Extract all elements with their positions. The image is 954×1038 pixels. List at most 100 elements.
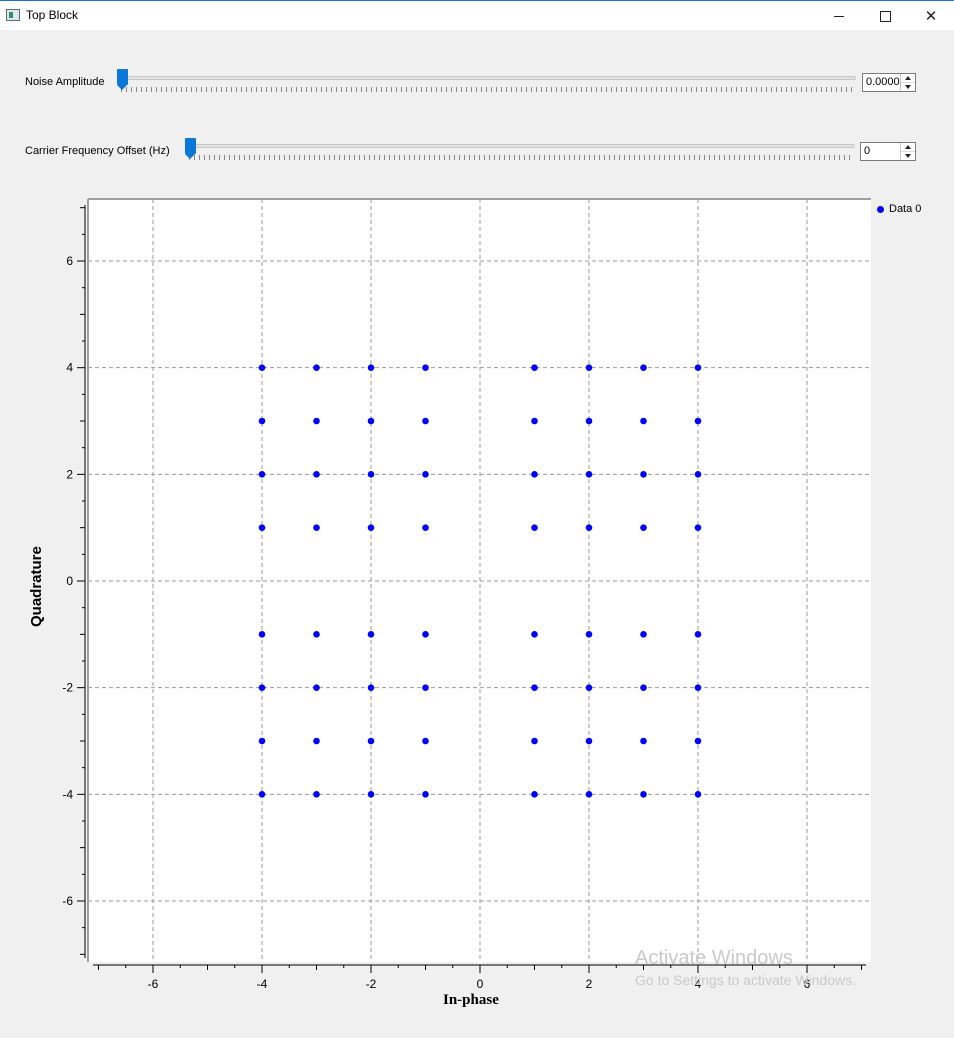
data-point (694, 524, 702, 531)
noise-amplitude-decrement-button[interactable] (901, 83, 915, 91)
y-tick-label: 4 (66, 361, 73, 375)
watermark-subtitle: Go to Settings to activate Windows. (635, 972, 856, 988)
noise-amplitude-spinbox[interactable]: 0.0000 (862, 73, 916, 92)
down-arrow-icon (905, 85, 911, 89)
noise-amplitude-increment-button[interactable] (901, 74, 915, 83)
data-point (640, 631, 647, 638)
data-point (640, 417, 647, 425)
data-point (585, 471, 593, 478)
plot-legend[interactable]: Data 0 (877, 203, 921, 215)
data-point (313, 791, 320, 798)
legend-marker (877, 205, 884, 213)
data-point (422, 524, 429, 531)
data-point (313, 364, 320, 371)
data-point (531, 364, 538, 371)
data-point (422, 737, 429, 745)
maximize-icon (879, 10, 891, 22)
activation-watermark: Activate Windows Go to Settings to activ… (635, 947, 856, 988)
data-point (531, 791, 538, 798)
data-point (531, 737, 538, 745)
data-point (367, 791, 375, 798)
noise-amplitude-slider-ticks (121, 87, 853, 92)
data-point (531, 684, 538, 691)
data-point (531, 471, 538, 478)
title-bar: Top Block ✕ (0, 0, 954, 30)
minimize-button[interactable] (816, 1, 862, 31)
cfo-spinbox[interactable]: 0 (860, 142, 916, 161)
data-point (313, 631, 320, 638)
data-point (258, 631, 266, 638)
noise-amplitude-label: Noise Amplitude (25, 76, 105, 88)
cfo-decrement-button[interactable] (901, 152, 915, 160)
data-point (640, 364, 647, 371)
data-point (258, 417, 266, 425)
data-point (422, 417, 429, 425)
data-point (531, 417, 538, 425)
data-point (367, 684, 375, 691)
data-point (313, 524, 320, 531)
data-point (313, 684, 320, 691)
cfo-spin-buttons (900, 143, 915, 160)
maximize-button[interactable] (862, 1, 908, 31)
data-point (694, 417, 702, 425)
data-point (694, 737, 702, 745)
close-button[interactable]: ✕ (908, 1, 954, 31)
data-point (585, 631, 593, 638)
x-tick-label: 6 (804, 977, 811, 991)
up-arrow-icon (905, 145, 911, 149)
data-point (694, 631, 702, 638)
cfo-increment-button[interactable] (901, 143, 915, 152)
data-point (422, 471, 429, 478)
data-point (422, 631, 429, 638)
data-point (531, 524, 538, 531)
data-point (422, 791, 429, 798)
app-icon (6, 9, 20, 21)
data-point (585, 737, 593, 745)
noise-amplitude-spin-buttons (900, 74, 915, 91)
y-tick-label: 0 (66, 574, 73, 588)
data-point (258, 524, 266, 531)
data-point (640, 737, 647, 745)
x-tick-label: -4 (257, 977, 268, 991)
data-point (367, 631, 375, 638)
data-point (694, 791, 702, 798)
data-point (313, 737, 320, 745)
y-tick-label: -6 (62, 894, 73, 908)
up-arrow-icon (905, 76, 911, 80)
data-point (313, 417, 320, 425)
y-tick-label: 2 (66, 467, 73, 481)
watermark-title: Activate Windows (635, 947, 793, 969)
data-point (640, 471, 647, 478)
noise-amplitude-slider-handle[interactable] (117, 69, 128, 90)
window-title: Top Block (26, 8, 79, 22)
data-point (694, 471, 702, 478)
data-point (640, 684, 647, 691)
data-point (367, 524, 375, 531)
x-tick-label: -6 (148, 977, 159, 991)
data-point (258, 791, 266, 798)
x-axis-label: In-phase (443, 992, 499, 1008)
noise-amplitude-value[interactable]: 0.0000 (866, 76, 900, 88)
cfo-slider-ticks (189, 155, 852, 160)
cfo-value[interactable]: 0 (864, 145, 871, 157)
data-point (585, 791, 593, 798)
x-tick-label: 2 (586, 977, 593, 991)
data-point (258, 684, 266, 691)
data-point (313, 471, 320, 478)
close-icon: ✕ (924, 8, 938, 25)
minimize-icon (834, 15, 844, 17)
data-point (367, 471, 375, 478)
data-point (694, 364, 702, 371)
y-tick-label: -4 (62, 787, 73, 801)
data-point (367, 364, 375, 371)
data-point (258, 471, 266, 478)
data-point (531, 631, 538, 638)
cfo-slider-handle[interactable] (185, 138, 196, 159)
data-point (640, 524, 647, 531)
data-point (585, 417, 593, 425)
data-point (585, 684, 593, 691)
data-point (422, 684, 429, 691)
x-tick-label: 0 (477, 977, 484, 991)
down-arrow-icon (905, 154, 911, 158)
